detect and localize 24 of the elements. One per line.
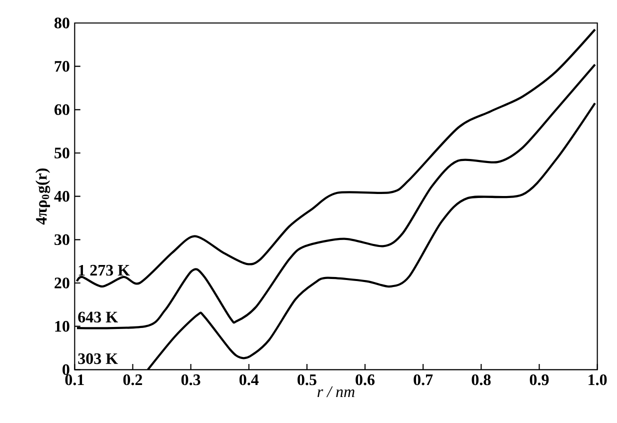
x-tick-label: 0.8: [472, 374, 491, 386]
y-axis-title: 4πρ$_{0}$g(r): [36, 168, 50, 225]
y-tick-label: 60: [54, 104, 70, 116]
x-tick-label: 0.1: [65, 374, 84, 386]
legend-label: 643 K: [78, 312, 118, 323]
y-tick-label: 80: [54, 18, 70, 29]
y-tick-label: 40: [54, 191, 70, 202]
legend-label: 303 K: [78, 353, 118, 364]
y-tick-label: 50: [54, 148, 70, 159]
x-tick-label: 0.6: [356, 374, 375, 386]
y-tick-label: 10: [55, 321, 70, 332]
y-tick-label: 30: [54, 234, 70, 246]
x-tick-label: 0.7: [414, 374, 433, 386]
x-tick-label: 0.4: [239, 374, 259, 386]
x-tick-label: 0.3: [181, 374, 200, 386]
x-tick-label: 0.9: [530, 374, 549, 386]
y-tick-label: 70: [54, 61, 70, 72]
x-tick-label: 1.0: [588, 374, 607, 386]
x-tick-label: 0.5: [298, 374, 316, 386]
series-label: 1 273 K: [78, 265, 130, 276]
y-tick-label: 20: [54, 278, 70, 289]
x-axis-title: r / nm: [318, 386, 354, 398]
x-tick-label: 0.2: [123, 374, 142, 386]
y-tick-label: 0: [62, 364, 70, 376]
